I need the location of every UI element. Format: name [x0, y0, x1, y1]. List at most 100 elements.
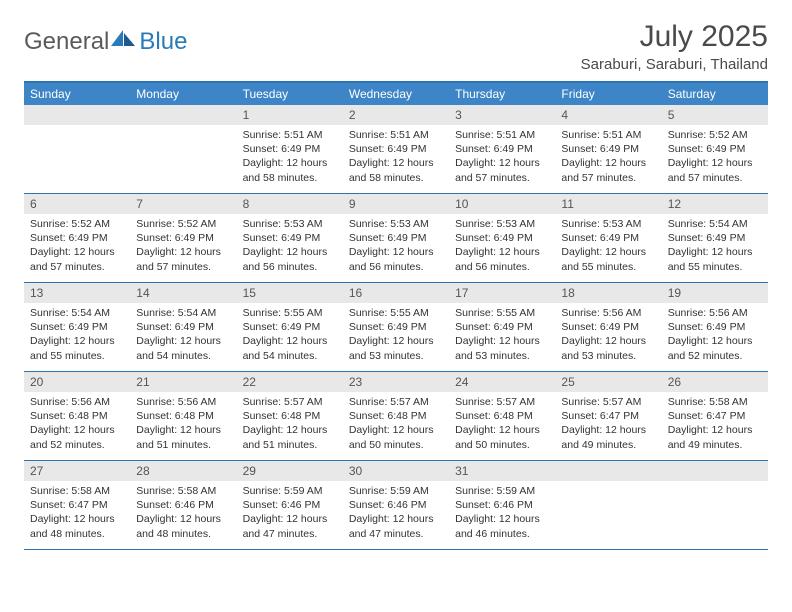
day-number: 30 [343, 461, 449, 481]
sunrise-line: Sunrise: 5:59 AM [349, 484, 443, 498]
day-details: Sunrise: 5:59 AMSunset: 6:46 PMDaylight:… [449, 481, 555, 547]
daylight-line: Daylight: 12 hours and 53 minutes. [561, 334, 655, 362]
calendar-week-row: 13Sunrise: 5:54 AMSunset: 6:49 PMDayligh… [24, 283, 768, 372]
day-number-empty [662, 461, 768, 481]
brand-sail-icon [109, 28, 137, 48]
calendar-week-row: 1Sunrise: 5:51 AMSunset: 6:49 PMDaylight… [24, 105, 768, 194]
weekday-header: Monday [130, 82, 236, 105]
day-details: Sunrise: 5:57 AMSunset: 6:47 PMDaylight:… [555, 392, 661, 458]
day-details: Sunrise: 5:55 AMSunset: 6:49 PMDaylight:… [343, 303, 449, 369]
day-details: Sunrise: 5:59 AMSunset: 6:46 PMDaylight:… [343, 481, 449, 547]
sunset-line: Sunset: 6:49 PM [349, 142, 443, 156]
day-number: 6 [24, 194, 130, 214]
sunrise-line: Sunrise: 5:57 AM [561, 395, 655, 409]
sunrise-line: Sunrise: 5:53 AM [243, 217, 337, 231]
calendar-week-row: 6Sunrise: 5:52 AMSunset: 6:49 PMDaylight… [24, 194, 768, 283]
day-details: Sunrise: 5:56 AMSunset: 6:49 PMDaylight:… [555, 303, 661, 369]
daylight-line: Daylight: 12 hours and 49 minutes. [561, 423, 655, 451]
title-block: July 2025 Saraburi, Saraburi, Thailand [581, 20, 768, 73]
sunset-line: Sunset: 6:49 PM [243, 142, 337, 156]
sunset-line: Sunset: 6:49 PM [668, 320, 762, 334]
brand-text-blue: Blue [139, 28, 187, 56]
calendar-day-cell: 16Sunrise: 5:55 AMSunset: 6:49 PMDayligh… [343, 283, 449, 372]
day-number: 18 [555, 283, 661, 303]
daylight-line: Daylight: 12 hours and 56 minutes. [455, 245, 549, 273]
day-details: Sunrise: 5:51 AMSunset: 6:49 PMDaylight:… [343, 125, 449, 191]
calendar-day-cell: 3Sunrise: 5:51 AMSunset: 6:49 PMDaylight… [449, 105, 555, 194]
calendar-day-cell: 28Sunrise: 5:58 AMSunset: 6:46 PMDayligh… [130, 461, 236, 550]
daylight-line: Daylight: 12 hours and 50 minutes. [455, 423, 549, 451]
day-details: Sunrise: 5:56 AMSunset: 6:48 PMDaylight:… [130, 392, 236, 458]
calendar-day-cell: 22Sunrise: 5:57 AMSunset: 6:48 PMDayligh… [237, 372, 343, 461]
day-number: 12 [662, 194, 768, 214]
sunset-line: Sunset: 6:48 PM [455, 409, 549, 423]
sunset-line: Sunset: 6:48 PM [349, 409, 443, 423]
calendar-week-row: 27Sunrise: 5:58 AMSunset: 6:47 PMDayligh… [24, 461, 768, 550]
day-details: Sunrise: 5:51 AMSunset: 6:49 PMDaylight:… [555, 125, 661, 191]
daylight-line: Daylight: 12 hours and 51 minutes. [136, 423, 230, 451]
calendar-day-cell: 20Sunrise: 5:56 AMSunset: 6:48 PMDayligh… [24, 372, 130, 461]
sunrise-line: Sunrise: 5:52 AM [136, 217, 230, 231]
day-number: 19 [662, 283, 768, 303]
sunrise-line: Sunrise: 5:53 AM [455, 217, 549, 231]
calendar-day-cell: 13Sunrise: 5:54 AMSunset: 6:49 PMDayligh… [24, 283, 130, 372]
day-number: 23 [343, 372, 449, 392]
sunset-line: Sunset: 6:49 PM [455, 320, 549, 334]
header: General Blue July 2025 Saraburi, Sarabur… [24, 20, 768, 73]
sunrise-line: Sunrise: 5:58 AM [136, 484, 230, 498]
day-details: Sunrise: 5:57 AMSunset: 6:48 PMDaylight:… [237, 392, 343, 458]
calendar-day-cell: 21Sunrise: 5:56 AMSunset: 6:48 PMDayligh… [130, 372, 236, 461]
sunset-line: Sunset: 6:46 PM [136, 498, 230, 512]
daylight-line: Daylight: 12 hours and 51 minutes. [243, 423, 337, 451]
day-number: 10 [449, 194, 555, 214]
sunset-line: Sunset: 6:49 PM [30, 231, 124, 245]
sunset-line: Sunset: 6:48 PM [30, 409, 124, 423]
daylight-line: Daylight: 12 hours and 52 minutes. [668, 334, 762, 362]
daylight-line: Daylight: 12 hours and 57 minutes. [30, 245, 124, 273]
calendar-day-cell [662, 461, 768, 550]
calendar-day-cell: 4Sunrise: 5:51 AMSunset: 6:49 PMDaylight… [555, 105, 661, 194]
sunset-line: Sunset: 6:47 PM [561, 409, 655, 423]
calendar-table: SundayMondayTuesdayWednesdayThursdayFrid… [24, 81, 768, 550]
day-details: Sunrise: 5:53 AMSunset: 6:49 PMDaylight:… [343, 214, 449, 280]
calendar-day-cell: 19Sunrise: 5:56 AMSunset: 6:49 PMDayligh… [662, 283, 768, 372]
brand-text-general: General [24, 28, 109, 56]
sunrise-line: Sunrise: 5:59 AM [243, 484, 337, 498]
day-details: Sunrise: 5:52 AMSunset: 6:49 PMDaylight:… [130, 214, 236, 280]
day-details: Sunrise: 5:53 AMSunset: 6:49 PMDaylight:… [237, 214, 343, 280]
day-details: Sunrise: 5:56 AMSunset: 6:48 PMDaylight:… [24, 392, 130, 458]
sunrise-line: Sunrise: 5:54 AM [136, 306, 230, 320]
sunrise-line: Sunrise: 5:52 AM [30, 217, 124, 231]
day-details: Sunrise: 5:54 AMSunset: 6:49 PMDaylight:… [662, 214, 768, 280]
daylight-line: Daylight: 12 hours and 58 minutes. [349, 156, 443, 184]
day-number: 21 [130, 372, 236, 392]
calendar-day-cell: 31Sunrise: 5:59 AMSunset: 6:46 PMDayligh… [449, 461, 555, 550]
day-details: Sunrise: 5:58 AMSunset: 6:47 PMDaylight:… [24, 481, 130, 547]
day-details: Sunrise: 5:51 AMSunset: 6:49 PMDaylight:… [237, 125, 343, 191]
day-number: 25 [555, 372, 661, 392]
day-number: 14 [130, 283, 236, 303]
weekday-header: Wednesday [343, 82, 449, 105]
daylight-line: Daylight: 12 hours and 57 minutes. [136, 245, 230, 273]
sunrise-line: Sunrise: 5:57 AM [243, 395, 337, 409]
sunset-line: Sunset: 6:46 PM [349, 498, 443, 512]
daylight-line: Daylight: 12 hours and 54 minutes. [243, 334, 337, 362]
day-number-empty [24, 105, 130, 125]
sunrise-line: Sunrise: 5:59 AM [455, 484, 549, 498]
calendar-day-cell: 5Sunrise: 5:52 AMSunset: 6:49 PMDaylight… [662, 105, 768, 194]
sunset-line: Sunset: 6:47 PM [30, 498, 124, 512]
daylight-line: Daylight: 12 hours and 57 minutes. [455, 156, 549, 184]
sunset-line: Sunset: 6:49 PM [349, 320, 443, 334]
day-number: 26 [662, 372, 768, 392]
sunrise-line: Sunrise: 5:54 AM [30, 306, 124, 320]
day-number: 9 [343, 194, 449, 214]
sunrise-line: Sunrise: 5:58 AM [30, 484, 124, 498]
calendar-day-cell: 14Sunrise: 5:54 AMSunset: 6:49 PMDayligh… [130, 283, 236, 372]
daylight-line: Daylight: 12 hours and 47 minutes. [243, 512, 337, 540]
day-number: 8 [237, 194, 343, 214]
calendar-day-cell [24, 105, 130, 194]
day-number: 24 [449, 372, 555, 392]
calendar-day-cell: 30Sunrise: 5:59 AMSunset: 6:46 PMDayligh… [343, 461, 449, 550]
calendar-day-cell: 25Sunrise: 5:57 AMSunset: 6:47 PMDayligh… [555, 372, 661, 461]
day-details: Sunrise: 5:52 AMSunset: 6:49 PMDaylight:… [662, 125, 768, 191]
